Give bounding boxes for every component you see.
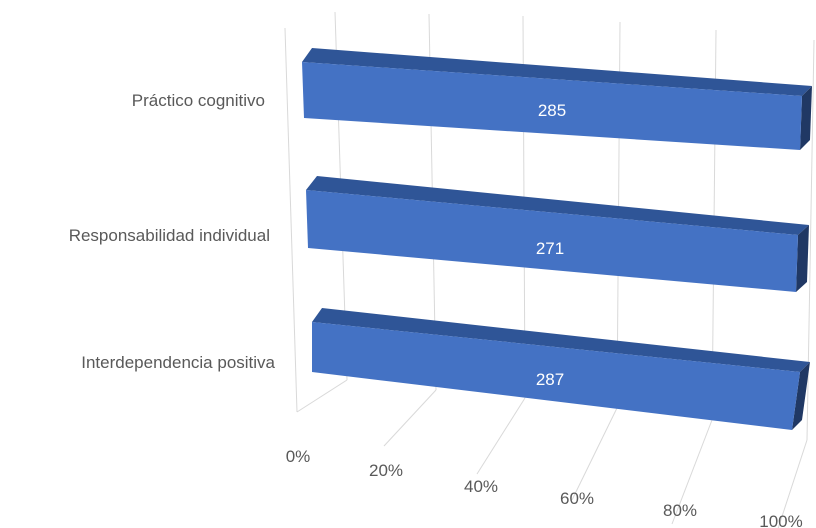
bar-data-label: 271	[536, 239, 564, 258]
category-label: Responsabilidad individual	[69, 226, 270, 245]
bar-side-face	[796, 225, 809, 292]
bar-side-face	[800, 86, 812, 150]
category-label: Interdependencia positiva	[81, 353, 275, 372]
category-label: Práctico cognitivo	[132, 91, 265, 110]
gridline-floor	[383, 389, 437, 447]
bar-top-face	[302, 48, 812, 96]
gridline-floor	[476, 397, 526, 475]
bars: 287 271 285	[302, 48, 812, 430]
bar	[306, 190, 798, 292]
gridline-floor	[777, 439, 808, 528]
bar	[312, 322, 800, 430]
x-tick-label: 40%	[464, 477, 498, 496]
bar	[302, 62, 802, 150]
side-wall-line	[284, 27, 298, 413]
axis-tick-labels: 0% 20% 40% 60% 80% 100%	[286, 447, 803, 528]
x-tick-label: 100%	[759, 512, 802, 528]
gridline-floor	[296, 379, 348, 413]
x-tick-label: 60%	[560, 489, 594, 508]
gridline-floor	[671, 419, 713, 525]
bar-top-face	[306, 176, 809, 235]
bar-top-face	[312, 308, 810, 372]
category-labels: Interdependencia positiva Responsabilidad…	[69, 91, 276, 372]
bar-data-label: 285	[538, 101, 566, 120]
gridline-floor	[571, 407, 618, 501]
x-tick-label: 0%	[286, 447, 311, 466]
bar-side-face	[792, 362, 810, 430]
bar-data-label: 287	[536, 370, 564, 389]
x-tick-label: 80%	[663, 501, 697, 520]
x-tick-label: 20%	[369, 461, 403, 480]
